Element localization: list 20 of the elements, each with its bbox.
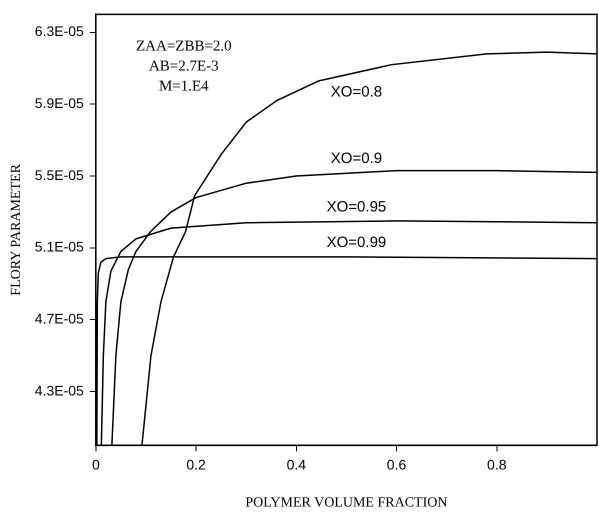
x-axis-title: POLYMER VOLUME FRACTION bbox=[245, 495, 448, 510]
x-tick-label: 0.2 bbox=[186, 456, 206, 473]
annotation: AB=2.7E-3 bbox=[148, 58, 219, 74]
series-label: XO=0.95 bbox=[326, 198, 386, 216]
y-tick-label: 5.5E-05 bbox=[34, 166, 84, 183]
x-tick-label: 0 bbox=[92, 456, 100, 473]
series-label: XO=0.8 bbox=[330, 84, 382, 101]
x-tick-label: 0.6 bbox=[386, 456, 406, 473]
y-axis-title: FLORY PARAMETER bbox=[9, 163, 24, 296]
x-tick-label: 0.4 bbox=[286, 456, 306, 473]
y-tick-label: 6.3E-05 bbox=[34, 23, 84, 40]
series-label: XO=0.99 bbox=[326, 234, 386, 252]
x-tick-label: 0.8 bbox=[487, 456, 507, 473]
y-tick-label: 4.7E-05 bbox=[34, 310, 84, 327]
y-tick-label: 5.1E-05 bbox=[34, 238, 84, 255]
y-tick-label: 5.9E-05 bbox=[34, 95, 84, 112]
series-label: XO=0.9 bbox=[330, 150, 382, 167]
annotation: M=1.E4 bbox=[158, 78, 210, 94]
annotation: ZAA=ZBB=2.0 bbox=[136, 38, 232, 54]
y-tick-label: 4.3E-05 bbox=[34, 382, 84, 398]
